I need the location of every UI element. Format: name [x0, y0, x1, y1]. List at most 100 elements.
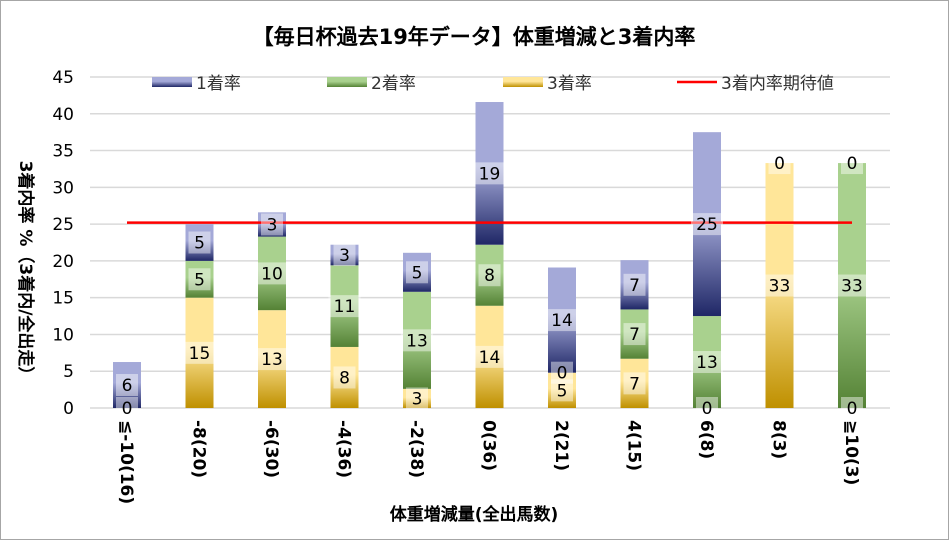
bar-segment: [403, 388, 431, 408]
data-label: 25: [696, 215, 718, 235]
x-tick-label: 6(8): [696, 420, 716, 459]
y-tick-label: 0: [63, 399, 74, 419]
bar-segment: [475, 244, 504, 306]
data-label: 8: [484, 266, 495, 286]
data-label-bg: [401, 329, 433, 352]
legend-swatch-1st: [152, 77, 192, 87]
bar-segment: [330, 265, 359, 347]
legend-label-1st: 1着率: [196, 74, 241, 94]
legend-swatch-2nd: [327, 77, 367, 87]
data-label: 7: [629, 374, 640, 394]
bar-segment: [403, 291, 431, 389]
bar-segment: [620, 260, 649, 310]
data-label: 5: [557, 381, 568, 401]
data-label: 5: [412, 263, 423, 283]
bar-segment: [258, 212, 286, 237]
data-label-bg: [841, 152, 863, 175]
data-label: 13: [696, 353, 718, 373]
chart-title: 【毎日杯過去19年データ】体重増減と3着内率: [253, 25, 696, 49]
legend-label-3rd: 3着率: [547, 74, 592, 94]
bar-segment: [548, 267, 576, 373]
data-label-bg: [116, 374, 138, 397]
data-label-bg: [188, 231, 211, 254]
y-tick-label: 25: [52, 215, 74, 235]
bar-segment: [113, 362, 141, 408]
bar-segment: [475, 305, 504, 408]
bar-segment: [548, 372, 576, 408]
data-label: 3: [412, 389, 423, 409]
data-label: 13: [261, 350, 283, 370]
data-label: 11: [334, 297, 356, 317]
data-label: 0: [122, 399, 133, 419]
y-tick-label: 10: [52, 325, 74, 345]
bar-segment: [185, 224, 214, 261]
bar-segment: [330, 244, 359, 266]
bar-segment: [693, 132, 721, 317]
x-axis-label: 体重増減量(全出馬数): [390, 504, 559, 525]
bar-segment: [693, 316, 721, 408]
data-label-bg: [836, 274, 868, 297]
data-label-bg: [546, 309, 578, 332]
data-label-bg: [623, 372, 646, 395]
data-label: 5: [194, 234, 205, 254]
bar-segment: [620, 358, 649, 408]
bar-segment: [838, 163, 866, 408]
bar-segment: [258, 310, 286, 408]
y-tick-label: 15: [52, 289, 74, 309]
data-label: 33: [769, 277, 791, 297]
data-label-bg: [551, 379, 573, 402]
x-tick-label: 8(3): [769, 420, 789, 459]
data-label: 8: [339, 368, 350, 388]
x-tick-label: ≧10(3): [841, 420, 861, 485]
data-label: 0: [774, 154, 785, 174]
x-tick-label: -8(20): [189, 420, 209, 478]
data-label: 0: [702, 399, 713, 419]
data-label-bg: [406, 261, 428, 284]
data-label-bg: [116, 397, 138, 419]
data-label: 0: [847, 154, 858, 174]
y-tick-label: 45: [52, 68, 74, 88]
y-tick-label: 35: [52, 142, 74, 162]
legend-label-expected: 3着内率期待値: [721, 74, 834, 94]
data-label-bg: [623, 323, 646, 346]
bar-segment: [620, 309, 649, 359]
data-label: 10: [261, 264, 283, 284]
x-tick-label: -4(36): [334, 420, 354, 478]
data-label: 3: [267, 215, 278, 235]
data-label: 13: [406, 331, 428, 351]
y-tick-label: 20: [52, 252, 74, 272]
data-label: 15: [189, 344, 211, 364]
x-tick-label: -6(30): [261, 420, 281, 478]
data-label-bg: [183, 341, 216, 364]
data-label-bg: [406, 387, 428, 410]
data-label: 0: [557, 364, 568, 384]
legend: 1着率 2着率 3着率 3着内率期待値: [152, 74, 834, 94]
bar-segment: [185, 297, 214, 408]
bar-segment: [475, 102, 504, 245]
data-label-bg: [478, 264, 501, 287]
data-label: 14: [551, 311, 573, 331]
data-label: 5: [194, 270, 205, 290]
y-tick-label: 5: [63, 362, 74, 382]
data-label: 19: [479, 164, 501, 184]
x-tick-label: 4(15): [624, 420, 644, 471]
x-tick-label: 0(36): [479, 420, 499, 471]
data-label-bg: [256, 262, 288, 285]
bar-segment: [403, 252, 431, 292]
data-label-bg: [691, 213, 723, 236]
x-tick-label: -2(38): [406, 420, 426, 478]
data-label-bg: [473, 345, 506, 368]
bar-segment: [330, 346, 359, 408]
data-label-bg: [473, 162, 506, 185]
data-label: 3: [339, 246, 350, 266]
data-label: 14: [479, 348, 501, 368]
data-label-bg: [188, 268, 211, 291]
y-tick-label: 30: [52, 178, 74, 198]
x-tick-label: 2(21): [551, 420, 571, 471]
data-label-bg: [623, 273, 646, 296]
bar-segment: [258, 236, 286, 311]
bar-segment: [185, 260, 214, 298]
legend-swatch-3rd: [503, 77, 543, 87]
bar-segment: [765, 163, 794, 408]
